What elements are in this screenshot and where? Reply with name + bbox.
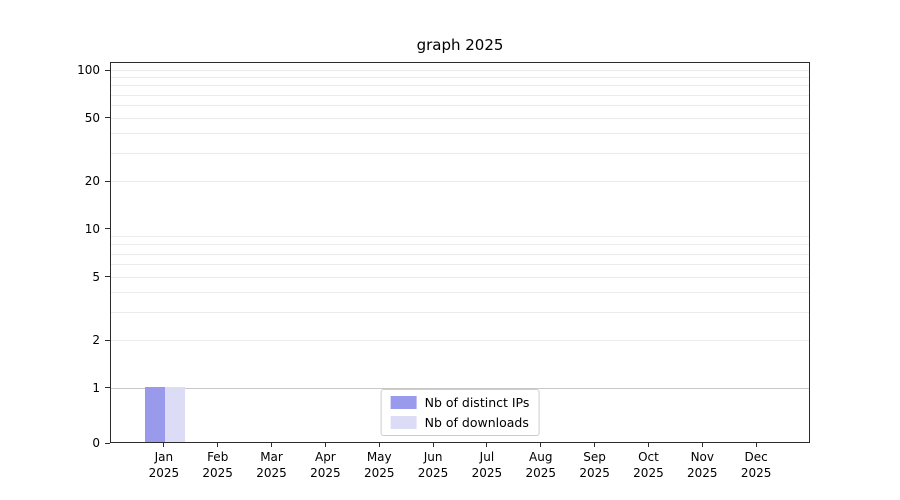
x-tick-mark [701,443,703,447]
x-tick-mark [324,443,326,447]
x-tick-mark [271,443,273,447]
y-tick-mark [105,339,110,341]
gridline-minor [111,244,809,246]
x-tick-label: Sep 2025 [579,450,610,480]
y-tick-mark [105,442,110,444]
bar-nb-of-distinct-ips [144,386,165,442]
y-tick-label: 10 [84,221,100,236]
legend-item: Nb of distinct IPs [390,395,530,410]
legend-items: Nb of distinct IPs Nb of downloads [390,395,530,430]
legend-item: Nb of downloads [390,415,530,430]
y-tick-label: 100 [77,63,100,77]
y-tick-mark [105,69,110,71]
legend: Nb of distinct IPs Nb of downloads [380,389,540,436]
gridline-minor [111,236,809,238]
x-tick-label: Apr 2025 [310,450,341,480]
x-tick-label: Dec 2025 [740,450,772,480]
gridline-minor [111,94,809,96]
gridline-major [111,387,809,389]
x-tick-label: May 2025 [363,450,395,480]
x-tick-label: Nov 2025 [687,450,718,480]
x-tick-mark [432,443,434,447]
x-tick-label: Aug 2025 [525,450,557,480]
gridline-minor [111,133,809,135]
y-tick-mark [105,387,110,389]
gridline-minor [111,105,809,107]
x-tick-mark [217,443,219,447]
legend-label: Nb of downloads [424,415,529,430]
x-tick-mark [378,443,380,447]
y-tick-mark [105,276,110,278]
gridline-minor [111,276,809,278]
legend-swatch [390,416,417,429]
plot-area [110,62,810,443]
x-tick-label: Mar 2025 [256,450,287,480]
x-tick-mark [647,443,649,447]
x-tick-mark [594,443,596,447]
x-tick-mark [540,443,542,447]
y-tick-mark [105,228,110,230]
y-tick-label: 1 [92,380,100,395]
y-tick-label: 0 [92,436,100,450]
gridline-minor [111,292,809,294]
legend-swatch [390,396,417,409]
gridline-minor [111,153,809,155]
y-tick-label: 2 [92,333,100,348]
y-tick-label: 50 [84,110,100,125]
x-tick-label: Oct 2025 [633,450,664,480]
x-tick-label: Feb 2025 [202,450,233,480]
x-tick-mark [486,443,488,447]
gridline-minor [111,70,809,71]
gridline-minor [111,181,809,183]
bar-nb-of-downloads [164,386,185,442]
y-tick-label: 5 [92,269,100,284]
gridline-minor [111,117,809,119]
x-tick-label: Jun 2025 [417,450,449,480]
x-tick-mark [163,443,165,447]
gridline-minor [111,264,809,266]
gridline-minor [111,85,809,87]
y-tick-mark [105,180,110,182]
y-tick-label: 20 [84,174,100,189]
gridline-minor [111,340,809,342]
x-tick-mark [755,443,757,447]
gridline-minor [111,312,809,314]
x-tick-label: Jan 2025 [148,450,180,480]
gridline-minor [111,77,809,79]
legend-label: Nb of distinct IPs [424,395,530,410]
y-tick-mark [105,117,110,119]
gridline-minor [111,253,809,255]
chart-title: graph 2025 [416,36,504,54]
x-tick-label: Jul 2025 [471,450,503,480]
